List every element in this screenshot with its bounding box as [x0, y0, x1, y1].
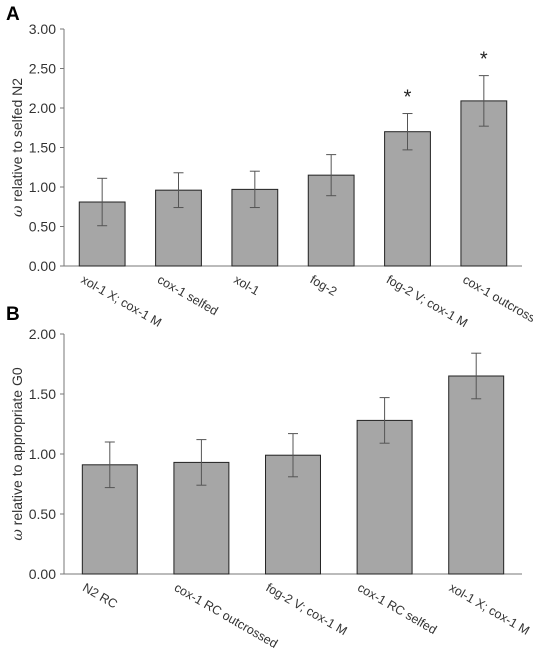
panel-a-y-axis-text: relative to selfed N2 [9, 78, 25, 206]
panel-b-y-axis-symbol: ω [10, 529, 26, 541]
panel-b-category-label: cox-1 RC selfed [355, 580, 439, 637]
panel-a-y-tick-label: 1.00 [29, 179, 56, 195]
panel-b-y-tick-label: 2.00 [29, 326, 56, 342]
panel-b-bar [356, 419, 413, 575]
panel-a-bar [460, 100, 508, 267]
panel-b-category-label: N2 RC [80, 580, 119, 611]
panel-a-y-tick-label: 0.00 [29, 258, 56, 274]
panel-b-category-label: xol-1 X; cox-1 M [447, 580, 532, 637]
panel-b-y-tick-label: 1.00 [29, 446, 56, 462]
panel-a-y-axis-label: ω relative to selfed N2 [9, 78, 26, 217]
panel-a-category-label: xol-1 [231, 272, 262, 298]
panel-a-significance-star: * [480, 49, 488, 71]
panel-b-y-tick-label: 0.50 [29, 506, 56, 522]
panel-a-category-label: xol-1 X; cox-1 M [79, 272, 164, 329]
panel-a-category-label: cox-1 selfed [155, 272, 220, 318]
panel-a-significance-star: * [404, 87, 412, 109]
panel-b-y-tick-label: 0.00 [29, 566, 56, 582]
panel-b-letter: B [6, 304, 20, 325]
panel-a-y-tick-label: 2.50 [29, 61, 56, 77]
panel-b-y-tick-label: 1.50 [29, 386, 56, 402]
panel-a-y-tick-label: 1.50 [29, 140, 56, 156]
panel-b-bar [448, 375, 505, 575]
panel-a-y-tick-label: 0.50 [29, 219, 56, 235]
panel-a-y-tick-label: 3.00 [29, 21, 56, 37]
panel-a-y-axis-symbol: ω [10, 205, 26, 217]
panel-a-category-label: fog-2 V; cox-1 M [384, 272, 470, 330]
panel-a-letter: A [6, 4, 20, 25]
panel-b-y-axis-label: ω relative to appropriate G0 [9, 367, 26, 541]
panel-b-chart: 0.00 0.50 1.00 1.50 2.00 ω relative to approp… [9, 326, 532, 648]
panel-a-category-label: fog-2 [308, 272, 340, 298]
panel-a-category-label: cox-1 outcrossed [460, 272, 533, 332]
panel-a-chart: 0.00 0.50 1.00 1.50 2.00 2.50 3.00 ω relative t… [9, 21, 533, 332]
panel-b-category-label: fog-2 V; cox-1 M [264, 580, 350, 638]
panel-a-bar [384, 131, 431, 267]
panel-b-y-axis-text: relative to appropriate G0 [9, 367, 25, 529]
panel-a-y-tick-label: 2.00 [29, 100, 56, 116]
